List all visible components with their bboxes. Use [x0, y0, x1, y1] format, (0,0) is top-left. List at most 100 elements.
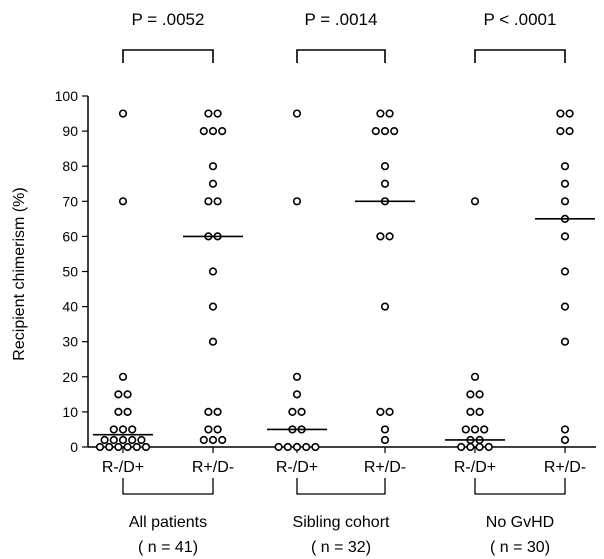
data-point	[208, 337, 218, 346]
significance-bracket	[296, 49, 386, 63]
data-point	[218, 435, 227, 445]
data-point	[297, 407, 306, 417]
y-tick-label: 20	[62, 369, 78, 385]
group-name-label: All patients	[129, 514, 207, 531]
data-point	[376, 109, 385, 118]
data-point	[114, 442, 123, 452]
data-marks	[93, 109, 595, 452]
data-point	[199, 435, 208, 445]
data-point	[380, 435, 390, 445]
y-tick-label: 70	[62, 193, 78, 209]
p-value-label: P = .0014	[305, 10, 378, 29]
data-point	[475, 390, 484, 399]
data-point	[380, 425, 390, 434]
category-label: R+/D-	[364, 459, 406, 476]
data-point	[376, 407, 385, 417]
data-point	[95, 442, 105, 452]
data-point	[385, 407, 394, 417]
y-tick-label: 50	[62, 264, 78, 280]
data-point	[118, 372, 128, 381]
data-point	[128, 425, 137, 434]
data-point	[274, 442, 283, 452]
data-point	[114, 390, 123, 399]
y-tick-label: 80	[62, 158, 78, 174]
category-label: R+/D-	[544, 459, 586, 476]
data-point	[466, 407, 475, 417]
data-point	[560, 197, 570, 206]
data-point	[204, 407, 213, 417]
data-point	[118, 109, 128, 118]
data-point	[380, 302, 390, 311]
axes: 0 10 20 30 40 50 60 70 80 90 100	[55, 88, 596, 455]
data-point	[470, 372, 480, 381]
data-point	[556, 109, 565, 118]
data-point	[560, 162, 570, 171]
data-point	[114, 407, 123, 417]
data-point	[204, 109, 213, 118]
data-point	[213, 109, 222, 118]
data-point	[484, 442, 493, 452]
data-point	[208, 127, 218, 136]
data-point	[199, 127, 208, 136]
data-point	[213, 197, 222, 206]
group-labels: R-/D+ R+/D- P = .0052 All patients ( n = 41)…	[102, 10, 586, 556]
group-n-label: ( n = 30)	[490, 539, 550, 556]
data-point	[128, 435, 137, 445]
data-point	[118, 425, 128, 434]
data-point	[208, 302, 218, 311]
data-point	[480, 425, 489, 434]
data-point	[204, 425, 213, 434]
data-point	[100, 435, 109, 445]
data-point	[466, 442, 475, 452]
data-point	[292, 197, 302, 206]
data-point	[204, 197, 213, 206]
group-bracket	[296, 478, 386, 495]
data-point	[311, 442, 320, 452]
data-point	[292, 372, 302, 381]
data-point	[385, 109, 394, 118]
data-point	[292, 390, 302, 399]
data-point	[371, 127, 380, 136]
data-point	[560, 435, 570, 445]
data-point	[565, 109, 574, 118]
data-point	[137, 435, 146, 445]
data-point	[302, 442, 311, 452]
data-point	[123, 442, 132, 452]
data-point	[475, 407, 484, 417]
significance-bracket	[122, 49, 214, 63]
data-point	[105, 442, 114, 452]
data-point	[565, 127, 574, 136]
data-point	[208, 179, 218, 188]
y-axis-label: Recipient chimerism (%)	[11, 187, 28, 360]
data-point	[118, 435, 128, 445]
data-point	[208, 162, 218, 171]
data-point	[560, 337, 570, 346]
group-bracket	[122, 478, 214, 495]
data-point	[376, 232, 385, 241]
y-tick-label: 60	[62, 228, 78, 244]
data-point	[141, 442, 151, 452]
y-tick-label: 100	[55, 88, 79, 104]
data-point	[208, 267, 218, 276]
category-label: R-/D+	[454, 459, 496, 476]
data-point	[109, 435, 118, 445]
group-n-label: ( n = 32)	[311, 539, 371, 556]
data-point	[461, 425, 470, 434]
p-value-label: P = .0052	[132, 10, 205, 29]
data-point	[470, 425, 480, 434]
data-point	[132, 442, 141, 452]
data-point	[213, 425, 222, 434]
y-tick-label: 40	[62, 299, 78, 315]
data-point	[466, 390, 475, 399]
data-point	[288, 407, 297, 417]
data-point	[109, 425, 118, 434]
data-point	[560, 232, 570, 241]
data-point	[283, 442, 292, 452]
data-point	[218, 127, 227, 136]
group-name-label: Sibling cohort	[293, 514, 391, 531]
group-bracket	[474, 478, 566, 495]
data-point	[380, 162, 390, 171]
data-point	[390, 127, 399, 136]
data-point	[380, 127, 390, 136]
